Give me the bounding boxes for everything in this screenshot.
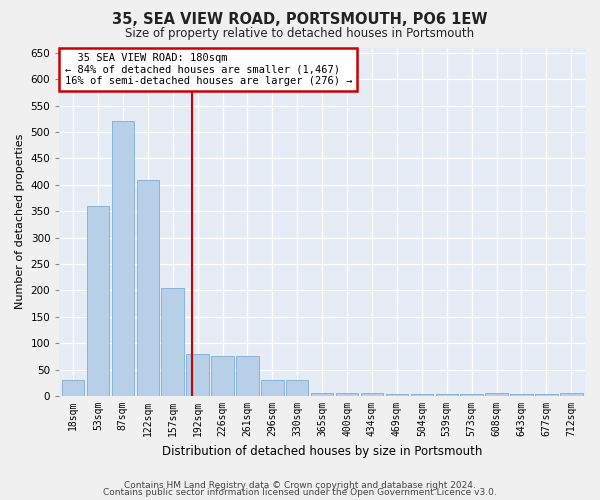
Bar [535,394,557,396]
Text: 35 SEA VIEW ROAD: 180sqm
← 84% of detached houses are smaller (1,467)
16% of sem: 35 SEA VIEW ROAD: 180sqm ← 84% of detach… [65,52,352,86]
Bar [236,356,259,396]
Bar [112,122,134,396]
Bar [211,356,234,396]
Bar [460,394,483,396]
Bar [261,380,284,396]
Bar [336,394,358,396]
Bar [361,394,383,396]
Text: 35, SEA VIEW ROAD, PORTSMOUTH, PO6 1EW: 35, SEA VIEW ROAD, PORTSMOUTH, PO6 1EW [112,12,488,28]
Text: Contains HM Land Registry data © Crown copyright and database right 2024.: Contains HM Land Registry data © Crown c… [124,480,476,490]
Bar [485,394,508,396]
Bar [311,394,334,396]
Bar [137,180,159,396]
Text: Contains public sector information licensed under the Open Government Licence v3: Contains public sector information licen… [103,488,497,497]
Bar [187,354,209,396]
Bar [62,380,84,396]
Bar [161,288,184,396]
Y-axis label: Number of detached properties: Number of detached properties [15,134,25,310]
Bar [560,394,583,396]
Bar [510,394,533,396]
X-axis label: Distribution of detached houses by size in Portsmouth: Distribution of detached houses by size … [162,444,482,458]
Text: Size of property relative to detached houses in Portsmouth: Size of property relative to detached ho… [125,28,475,40]
Bar [410,394,433,396]
Bar [286,380,308,396]
Bar [386,394,408,396]
Bar [87,206,109,396]
Bar [436,394,458,396]
